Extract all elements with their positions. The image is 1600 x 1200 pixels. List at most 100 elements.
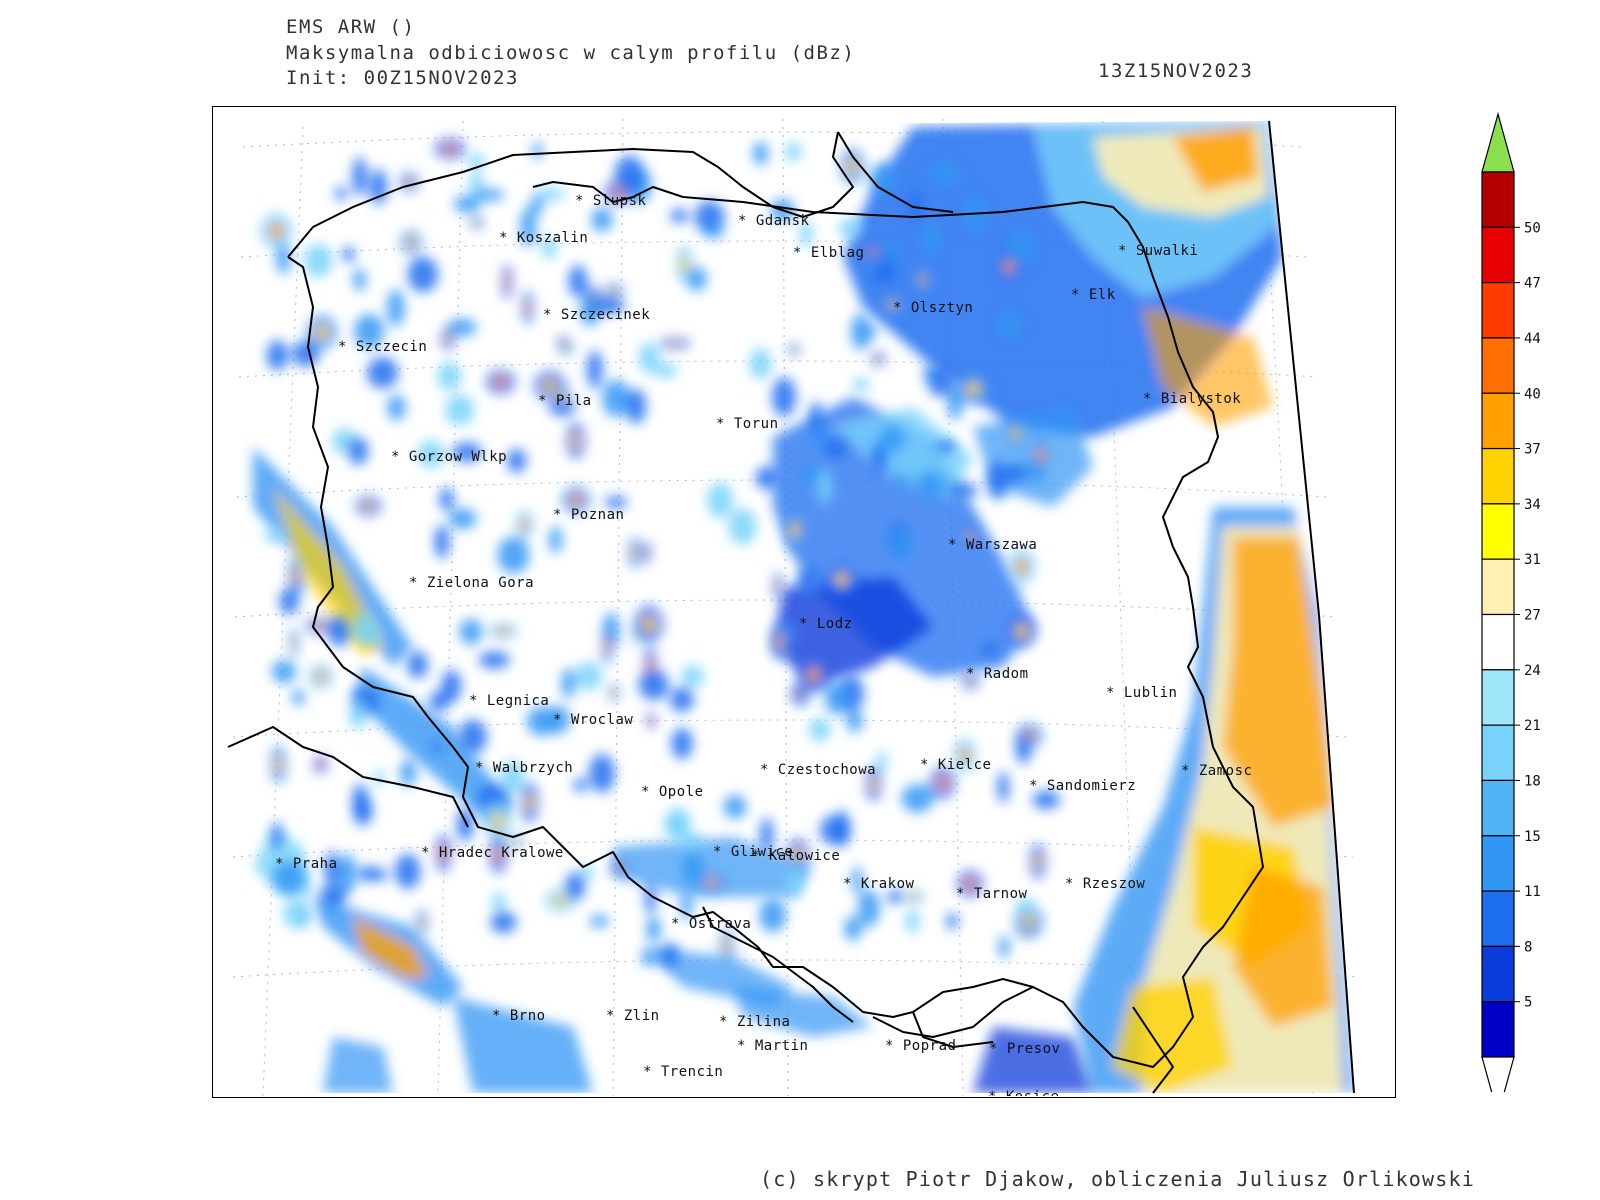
city-label: * Elk bbox=[1071, 287, 1116, 303]
city-marker: * Lublin bbox=[1106, 685, 1177, 701]
city-marker: * Gliwice bbox=[713, 844, 793, 860]
city-marker: * Szczecinek bbox=[543, 307, 650, 323]
city-label: * Szczecin bbox=[338, 339, 427, 355]
colorbar-tick-label: 24 bbox=[1524, 663, 1541, 679]
city-marker: * Elk bbox=[1071, 287, 1116, 303]
reflectivity-map: * Slupsk * Gdansk * Koszalin * Elblag * Suwa… bbox=[227, 118, 1359, 1105]
city-label: * Bialystok bbox=[1143, 391, 1241, 407]
city-label: * Tarnow bbox=[956, 886, 1028, 902]
colorbar-tick-label: 40 bbox=[1524, 386, 1541, 402]
city-marker: * Szczecin bbox=[338, 339, 427, 355]
chart-valid-time: 13Z15NOV2023 bbox=[1098, 60, 1254, 82]
city-marker: * Brno bbox=[492, 1008, 546, 1024]
city-marker: * Poznan bbox=[553, 507, 624, 523]
city-marker: * Bialystok bbox=[1143, 391, 1241, 407]
city-label: * Lublin bbox=[1106, 685, 1177, 701]
city-marker: * Slupsk bbox=[575, 193, 647, 209]
city-labels: * Slupsk * Gdansk * Koszalin * Elblag * Suwa… bbox=[275, 193, 1252, 1105]
city-marker: * Suwalki bbox=[1118, 243, 1198, 259]
city-marker: * Ostrava bbox=[671, 916, 751, 932]
city-label: * Warszawa bbox=[948, 537, 1037, 553]
city-label: * Elblag bbox=[793, 245, 864, 261]
colorbar-legend: 5 8 11 15 18 21 24 27 31 34 37 40 44 47 50 bbox=[1481, 112, 1541, 1092]
city-marker: * Krakow bbox=[843, 876, 915, 892]
city-label: * Wroclaw bbox=[553, 712, 633, 728]
colorbar-tick-label: 11 bbox=[1524, 884, 1541, 900]
city-marker: * Zielona Gora bbox=[409, 575, 534, 591]
city-label: * Ostrava bbox=[671, 916, 751, 932]
city-label: * Czestochowa bbox=[760, 762, 876, 778]
city-label: * Kielce bbox=[920, 757, 991, 773]
city-marker: * Rzeszow bbox=[1065, 876, 1145, 892]
city-label: * Walbrzych bbox=[475, 760, 573, 776]
city-label: * Krakow bbox=[843, 876, 915, 892]
city-marker: * Lodz bbox=[799, 616, 853, 632]
city-label: * Koszalin bbox=[499, 230, 588, 246]
city-marker: * Pila bbox=[538, 393, 592, 409]
city-marker: * Legnica bbox=[469, 693, 549, 709]
city-label: * Poprad bbox=[885, 1038, 956, 1054]
city-marker: * Opole bbox=[641, 784, 704, 800]
city-marker: * Zamosc bbox=[1181, 763, 1252, 779]
city-label: * Zlin bbox=[606, 1008, 660, 1024]
colorbar-tick-label: 5 bbox=[1524, 995, 1532, 1011]
city-label: * Poznan bbox=[553, 507, 624, 523]
city-marker: * Kielce bbox=[920, 757, 991, 773]
city-marker: * Zilina bbox=[719, 1014, 790, 1030]
city-marker: * Sandomierz bbox=[1029, 778, 1136, 794]
city-marker: * Poprad bbox=[885, 1038, 956, 1054]
city-marker: * Elblag bbox=[793, 245, 864, 261]
city-label: * Sandomierz bbox=[1029, 778, 1136, 794]
city-label: * Lodz bbox=[799, 616, 853, 632]
city-label: * Slupsk bbox=[575, 193, 647, 209]
city-label: * Pila bbox=[538, 393, 592, 409]
chart-title-variable: Maksymalna odbiciowosc w calym profilu (… bbox=[286, 42, 856, 64]
city-marker: * Presov bbox=[989, 1041, 1060, 1057]
city-marker: * Gorzow Wlkp bbox=[391, 449, 507, 465]
city-label: * Rzeszow bbox=[1065, 876, 1145, 892]
colorbar-tick-label: 21 bbox=[1524, 718, 1541, 734]
city-marker: * Radom bbox=[966, 666, 1029, 682]
city-label: * Opole bbox=[641, 784, 704, 800]
country-borders bbox=[227, 120, 1355, 1094]
city-label: * Hradec Kralowe bbox=[421, 845, 564, 861]
city-marker: * Zlin bbox=[606, 1008, 660, 1024]
city-label: * Presov bbox=[989, 1041, 1060, 1057]
city-marker: * Walbrzych bbox=[475, 760, 573, 776]
city-marker: * Praha bbox=[275, 856, 337, 872]
city-label: * Radom bbox=[966, 666, 1029, 682]
city-marker: * Torun bbox=[716, 416, 779, 432]
city-marker: * Olsztyn bbox=[893, 300, 973, 316]
city-marker: * Trencin bbox=[643, 1064, 723, 1080]
colorbar-tick-label: 15 bbox=[1524, 829, 1541, 845]
city-label: * Gdansk bbox=[738, 213, 810, 229]
city-label: * Katowice bbox=[751, 848, 840, 864]
reflectivity-field bbox=[253, 121, 1354, 1093]
city-marker: * Wroclaw bbox=[553, 712, 633, 728]
chart-init-time: Init: 00Z15NOV2023 bbox=[286, 67, 519, 89]
city-marker: * Czestochowa bbox=[760, 762, 876, 778]
city-marker: * Tarnow bbox=[956, 886, 1028, 902]
colorbar-tick-label: 27 bbox=[1524, 608, 1541, 624]
city-label: * Olsztyn bbox=[893, 300, 973, 316]
colorbar-tick-label: 37 bbox=[1524, 442, 1541, 458]
colorbar-tick-label: 34 bbox=[1524, 497, 1541, 513]
colorbar-tick-label: 18 bbox=[1524, 773, 1541, 789]
city-marker: * Martin bbox=[737, 1038, 808, 1054]
city-label: * Zamosc bbox=[1181, 763, 1252, 779]
city-label: * Gliwice bbox=[713, 844, 793, 860]
city-marker: * Warszawa bbox=[948, 537, 1037, 553]
city-marker: * Kosice bbox=[988, 1089, 1059, 1105]
city-label: * Zilina bbox=[719, 1014, 790, 1030]
city-label: * Zielona Gora bbox=[409, 575, 534, 591]
city-label: * Kosice bbox=[988, 1089, 1059, 1096]
city-label: * Szczecinek bbox=[543, 307, 650, 323]
city-label: * Brno bbox=[492, 1008, 546, 1024]
colorbar-tick-label: 31 bbox=[1524, 552, 1541, 568]
city-marker: * Katowice bbox=[751, 848, 840, 864]
city-label: * Gorzow Wlkp bbox=[391, 449, 507, 465]
colorbar-tick-label: 8 bbox=[1524, 939, 1532, 955]
map-panel: * Slupsk * Gdansk * Koszalin * Elblag * Suwa… bbox=[212, 106, 1396, 1105]
city-label: * Torun bbox=[716, 416, 779, 432]
colorbar-tick-label: 50 bbox=[1524, 220, 1541, 236]
